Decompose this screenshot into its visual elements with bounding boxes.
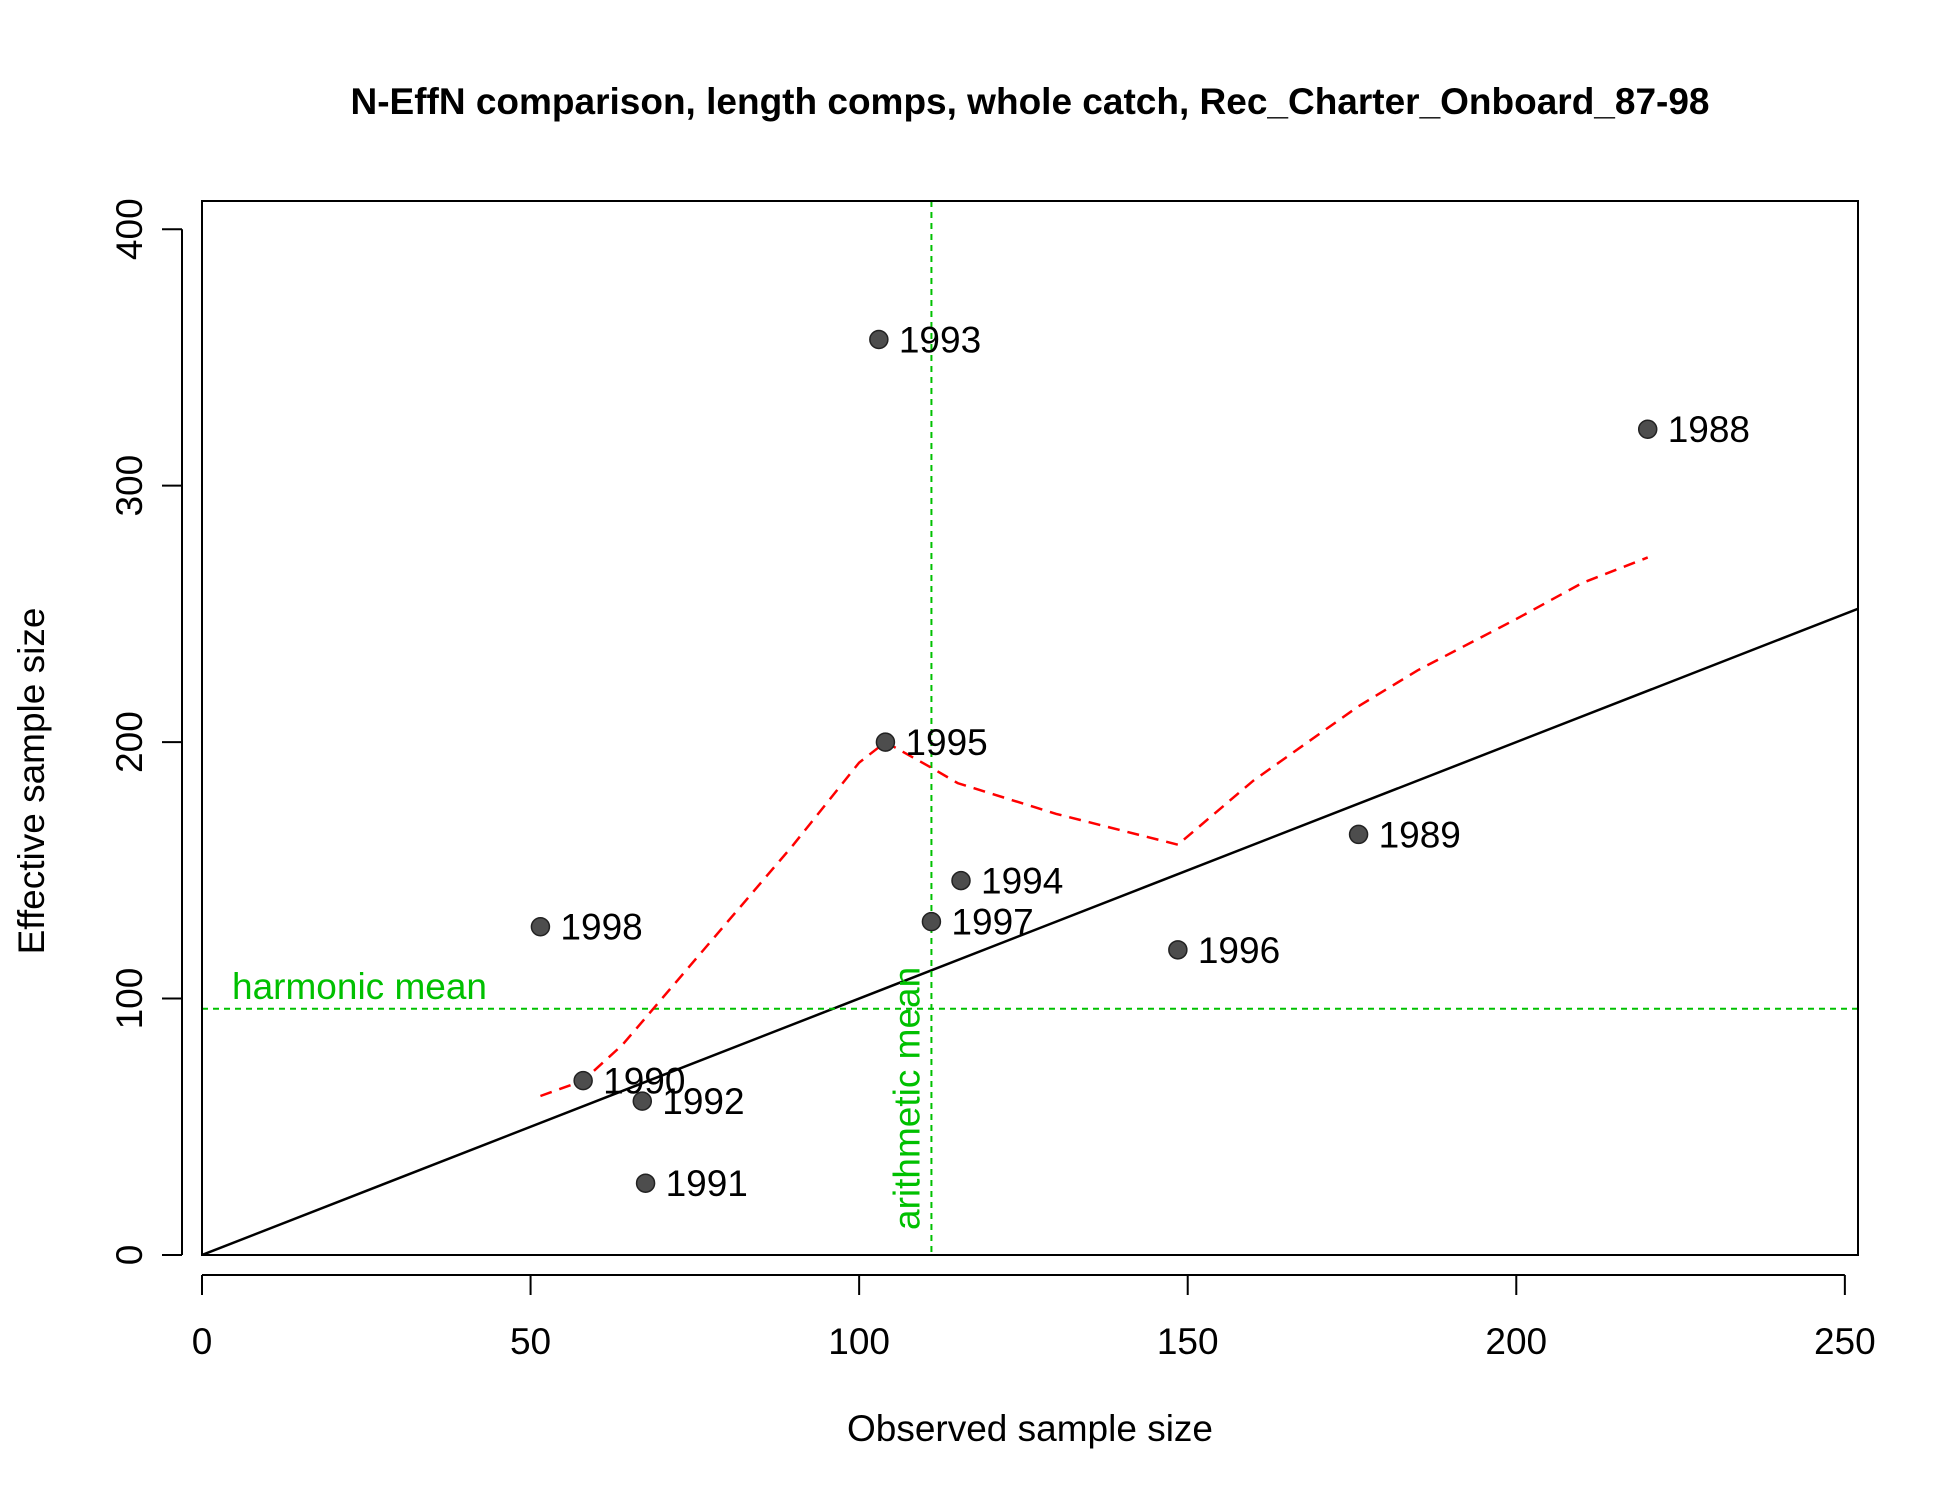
point-1990 [573,1070,593,1091]
x-tick-label-250: 250 [1814,1321,1876,1362]
point-label-1993: 1993 [899,319,981,360]
y-axis-label: Effective sample size [11,608,52,955]
y-tick-label-400: 400 [109,198,150,260]
y-tick-label-200: 200 [109,711,150,773]
point-1994 [951,870,971,891]
point-1992 [632,1091,653,1111]
point-1988 [1637,419,1658,439]
reference-lines [202,201,1858,1255]
x-tick-label-100: 100 [828,1321,890,1362]
point-labels-layer: 1988 1989 1990 1991 1992 1993 1994 1995 1996 1997… [560,319,1750,1204]
x-tick-label-200: 200 [1485,1321,1547,1362]
x-tick-label-0: 0 [192,1321,213,1362]
point-1996 [1168,940,1188,960]
x-axis-label: Observed sample size [847,1408,1213,1449]
smoother-line [540,556,1649,1098]
point-label-1994: 1994 [981,861,1063,902]
point-1993 [869,329,889,350]
one-to-one-line [202,607,1858,1255]
point-1991 [635,1173,656,1193]
y-tick-label-0: 0 [109,1245,150,1266]
reference-labels-layer: harmonic mean arithmetic mean [232,966,927,1230]
x-axis: 0 50 100 150 200 250 [192,1274,1876,1362]
point-label-1988: 1988 [1668,409,1750,450]
point-label-1989: 1989 [1379,814,1461,855]
point-label-1997: 1997 [951,902,1033,943]
point-label-1998: 1998 [560,907,642,948]
y-tick-label-300: 300 [109,455,150,517]
point-1989 [1348,824,1369,845]
point-1995 [875,732,896,752]
y-tick-label-100: 100 [109,968,150,1030]
x-tick-label-150: 150 [1157,1321,1219,1362]
plot-frame [201,200,1859,1256]
x-tick-label-50: 50 [510,1321,551,1362]
harmonic-mean-label: harmonic mean [232,966,487,1007]
y-axis: 0 100 200 300 400 [109,198,183,1266]
points-layer [530,329,1658,1193]
point-label-1991: 1991 [666,1163,748,1204]
point-label-1992: 1992 [662,1081,744,1122]
point-label-1995: 1995 [905,722,987,763]
point-label-1996: 1996 [1198,930,1280,971]
point-1997 [921,911,942,932]
point-label-1990: 1990 [603,1061,685,1102]
smoother-layer [540,556,1649,1098]
arithmetic-mean-label: arithmetic mean [886,967,927,1230]
chart-title: N-EffN comparison, length comps, whole c… [350,81,1709,122]
point-1998 [530,916,551,937]
